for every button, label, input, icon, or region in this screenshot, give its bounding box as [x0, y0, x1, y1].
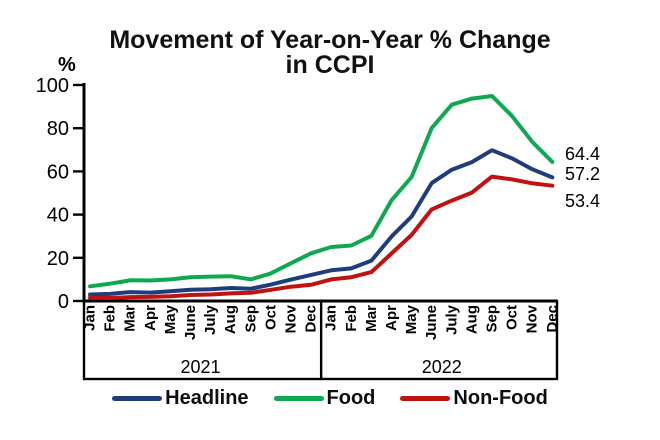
- y-axis-tick-label: 60: [47, 161, 69, 183]
- month-label: Jan: [82, 305, 99, 331]
- legend-label-nonfood: Non-Food: [453, 387, 548, 409]
- month-label: May: [162, 304, 179, 334]
- month-label: Mar: [122, 305, 139, 332]
- chart-title-line2: in CCPI: [285, 51, 375, 79]
- end-value-label-headline: 57.2: [565, 164, 600, 184]
- month-label: Dec: [544, 305, 561, 333]
- month-label: Nov: [283, 304, 300, 333]
- month-label: Feb: [343, 305, 360, 332]
- month-label: Dec: [303, 305, 320, 333]
- month-label: Oct: [504, 305, 521, 330]
- year-label: 2021: [181, 357, 221, 377]
- legend-label-headline: Headline: [165, 387, 249, 409]
- series-line-headline: [88, 148, 555, 297]
- food-line-swatch: [273, 396, 324, 401]
- legend-label-food: Food: [326, 387, 376, 409]
- chart-title-line1: Movement of Year-on-Year % Change: [109, 26, 551, 54]
- y-axis-tick-label: 0: [58, 291, 69, 313]
- month-label: Mar: [363, 305, 380, 332]
- month-label: Jan: [323, 305, 340, 331]
- series-line-non-food: [88, 174, 555, 300]
- chart-title: Movement of Year-on-Year % Change in CCP…: [10, 28, 650, 78]
- legend-item-nonfood: Non-Food: [400, 387, 548, 410]
- month-label: June: [182, 305, 199, 340]
- y-axis-tick-label: 20: [47, 248, 69, 270]
- month-label: Aug: [463, 305, 480, 334]
- legend-item-food: Food: [273, 387, 376, 410]
- y-axis-tick-label: 40: [47, 205, 69, 227]
- month-label: June: [423, 305, 440, 340]
- month-label: July: [202, 304, 219, 335]
- month-label: Sep: [242, 305, 259, 333]
- y-axis-unit-label: %: [58, 54, 76, 76]
- headline-line-swatch: [112, 396, 163, 401]
- year-label: 2022: [422, 357, 462, 377]
- y-axis-tick-label: 80: [47, 118, 69, 140]
- end-value-label-food: 64.4: [565, 144, 600, 164]
- month-label: July: [443, 304, 460, 335]
- end-value-label-non-food: 53.4: [565, 191, 600, 211]
- month-label: Oct: [262, 305, 279, 330]
- month-label: Nov: [524, 304, 541, 333]
- nonfood-line-swatch: [400, 396, 451, 401]
- series-line-food: [88, 94, 555, 289]
- month-label: Apr: [383, 305, 400, 331]
- month-label: Aug: [222, 305, 239, 334]
- chart-legend: Headline Food Non-Food: [0, 387, 660, 410]
- legend-item-headline: Headline: [112, 387, 249, 410]
- month-label: Feb: [102, 305, 119, 332]
- month-label: Apr: [142, 305, 159, 331]
- month-label: May: [403, 304, 420, 334]
- y-axis-tick-label: 100: [36, 75, 69, 97]
- month-label: Sep: [484, 305, 501, 333]
